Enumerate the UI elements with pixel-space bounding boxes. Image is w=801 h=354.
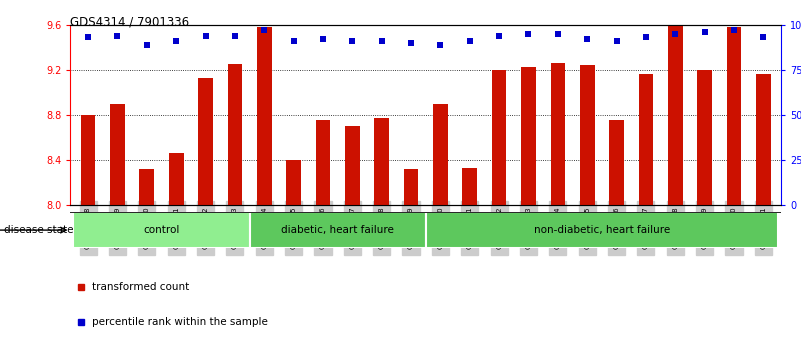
Bar	[610, 120, 624, 205]
Point	[551, 31, 564, 37]
Bar	[550, 63, 566, 205]
Point	[199, 33, 212, 39]
Bar	[521, 67, 536, 205]
Bar	[110, 104, 125, 205]
Bar	[250, 212, 426, 248]
Bar	[139, 169, 154, 205]
Bar	[462, 168, 477, 205]
Bar	[81, 115, 95, 205]
Point	[522, 31, 535, 37]
Point	[463, 38, 476, 44]
Point	[140, 42, 153, 47]
Point	[639, 35, 652, 40]
Bar	[638, 74, 654, 205]
Bar	[286, 160, 301, 205]
Point	[610, 38, 623, 44]
Bar	[492, 70, 506, 205]
Bar	[316, 120, 330, 205]
Point	[757, 35, 770, 40]
Point	[581, 36, 594, 42]
Text: disease state: disease state	[4, 225, 74, 235]
Point	[669, 31, 682, 37]
Point	[405, 40, 417, 46]
Bar	[580, 65, 594, 205]
Point	[434, 42, 447, 47]
Bar	[426, 212, 778, 248]
Bar	[169, 153, 183, 205]
Point	[316, 36, 329, 42]
Text: percentile rank within the sample: percentile rank within the sample	[92, 316, 268, 327]
Point	[493, 33, 505, 39]
Bar	[433, 104, 448, 205]
Bar	[227, 64, 242, 205]
Point	[288, 38, 300, 44]
Text: non-diabetic, heart failure: non-diabetic, heart failure	[533, 225, 670, 235]
Bar	[404, 169, 418, 205]
Point	[346, 38, 359, 44]
Bar	[668, 25, 682, 205]
Text: control: control	[143, 225, 179, 235]
Bar	[257, 27, 272, 205]
Text: transformed count: transformed count	[92, 282, 189, 292]
Point	[258, 27, 271, 33]
Bar	[756, 74, 771, 205]
Point	[111, 33, 124, 39]
Bar	[374, 119, 389, 205]
Point	[727, 27, 740, 33]
Bar	[74, 212, 250, 248]
Point	[82, 35, 95, 40]
Point	[170, 38, 183, 44]
Text: GDS4314 / 7901336: GDS4314 / 7901336	[70, 16, 190, 29]
Bar	[198, 78, 213, 205]
Bar	[727, 27, 742, 205]
Bar	[345, 126, 360, 205]
Point	[228, 33, 241, 39]
Point	[698, 29, 711, 35]
Bar	[698, 70, 712, 205]
Text: diabetic, heart failure: diabetic, heart failure	[281, 225, 394, 235]
Point	[376, 38, 388, 44]
